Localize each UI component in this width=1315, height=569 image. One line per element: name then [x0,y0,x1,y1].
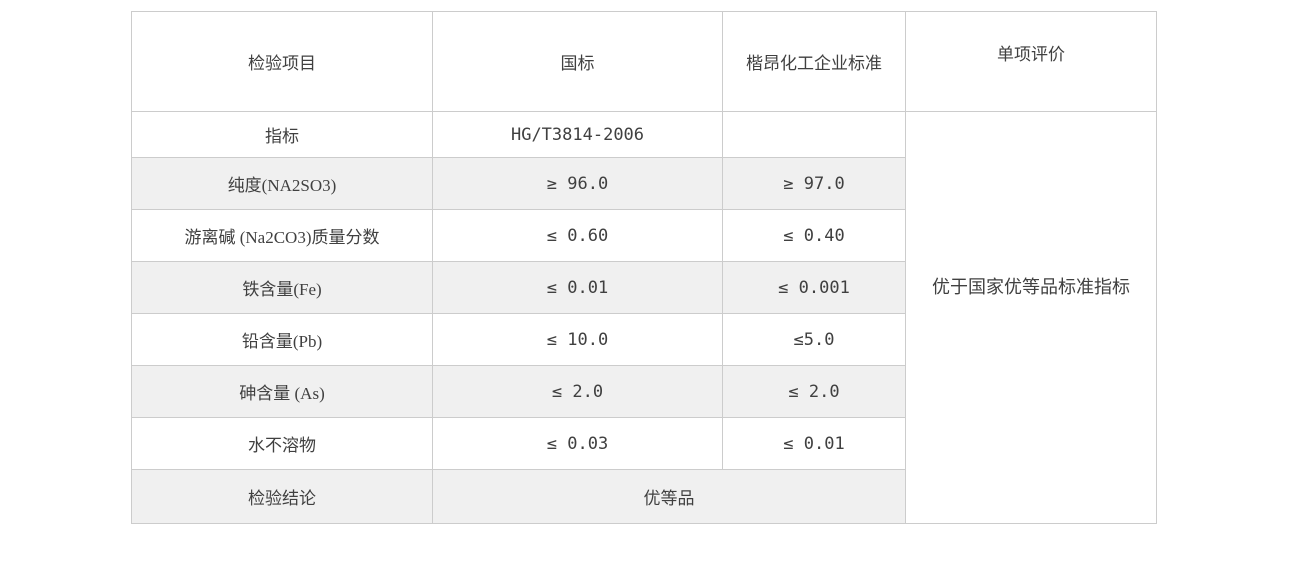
row-item-label: 游离碱 (Na2CO3)质量分数 [131,209,433,262]
header-enterprise-standard: 楷昂化工企业标准 [722,11,906,112]
row-item-label: 砷含量 (As) [131,365,433,418]
row-enterprise-value: ≤ 0.001 [722,261,906,314]
table-row-arsenic: 砷含量 (As) ≤ 2.0 ≤ 2.0 [131,365,1157,418]
table-row-free-alkali: 游离碱 (Na2CO3)质量分数 ≤ 0.60 ≤ 0.40 [131,209,1157,262]
table-row-lead: 铅含量(Pb) ≤ 10.0 ≤5.0 [131,313,1157,366]
row-item-label: 水不溶物 [131,417,433,470]
row-item-label: 铁含量(Fe) [131,261,433,314]
row-enterprise-value: ≤ 0.40 [722,209,906,262]
row-national-value: ≤ 10.0 [432,313,723,366]
row-enterprise-value: ≤ 2.0 [722,365,906,418]
table-row-purity: 纯度(NA2SO3) ≥ 96.0 ≥ 97.0 [131,157,1157,210]
row-item-label: 铅含量(Pb) [131,313,433,366]
conclusion-value: 优等品 [432,469,906,524]
row-national-value: ≤ 2.0 [432,365,723,418]
standard-row-national-code: HG/T3814-2006 [432,111,723,158]
row-national-value: ≤ 0.03 [432,417,723,470]
standard-row-enterprise-empty [722,111,906,158]
row-enterprise-value: ≥ 97.0 [722,157,906,210]
header-national-standard: 国标 [432,11,723,112]
row-national-value: ≤ 0.01 [432,261,723,314]
quality-spec-table: 检验项目 国标 楷昂化工企业标准 单项评价 指标 HG/T3814-2006 优… [131,11,1157,524]
table-header-row: 检验项目 国标 楷昂化工企业标准 单项评价 [131,11,1157,112]
row-enterprise-value: ≤5.0 [722,313,906,366]
conclusion-label: 检验结论 [131,469,433,524]
header-inspection-item: 检验项目 [131,11,433,112]
evaluation-note-cell: 优于国家优等品标准指标 [905,111,1157,524]
conclusion-row: 检验结论 优等品 [131,469,1157,524]
table-row-iron: 铁含量(Fe) ≤ 0.01 ≤ 0.001 [131,261,1157,314]
row-enterprise-value: ≤ 0.01 [722,417,906,470]
row-national-value: ≥ 96.0 [432,157,723,210]
row-national-value: ≤ 0.60 [432,209,723,262]
header-single-evaluation: 单项评价 [905,11,1157,112]
row-item-label: 纯度(NA2SO3) [131,157,433,210]
standard-row-label: 指标 [131,111,433,158]
table-row-water-insoluble: 水不溶物 ≤ 0.03 ≤ 0.01 [131,417,1157,470]
standard-number-row: 指标 HG/T3814-2006 优于国家优等品标准指标 [131,111,1157,524]
